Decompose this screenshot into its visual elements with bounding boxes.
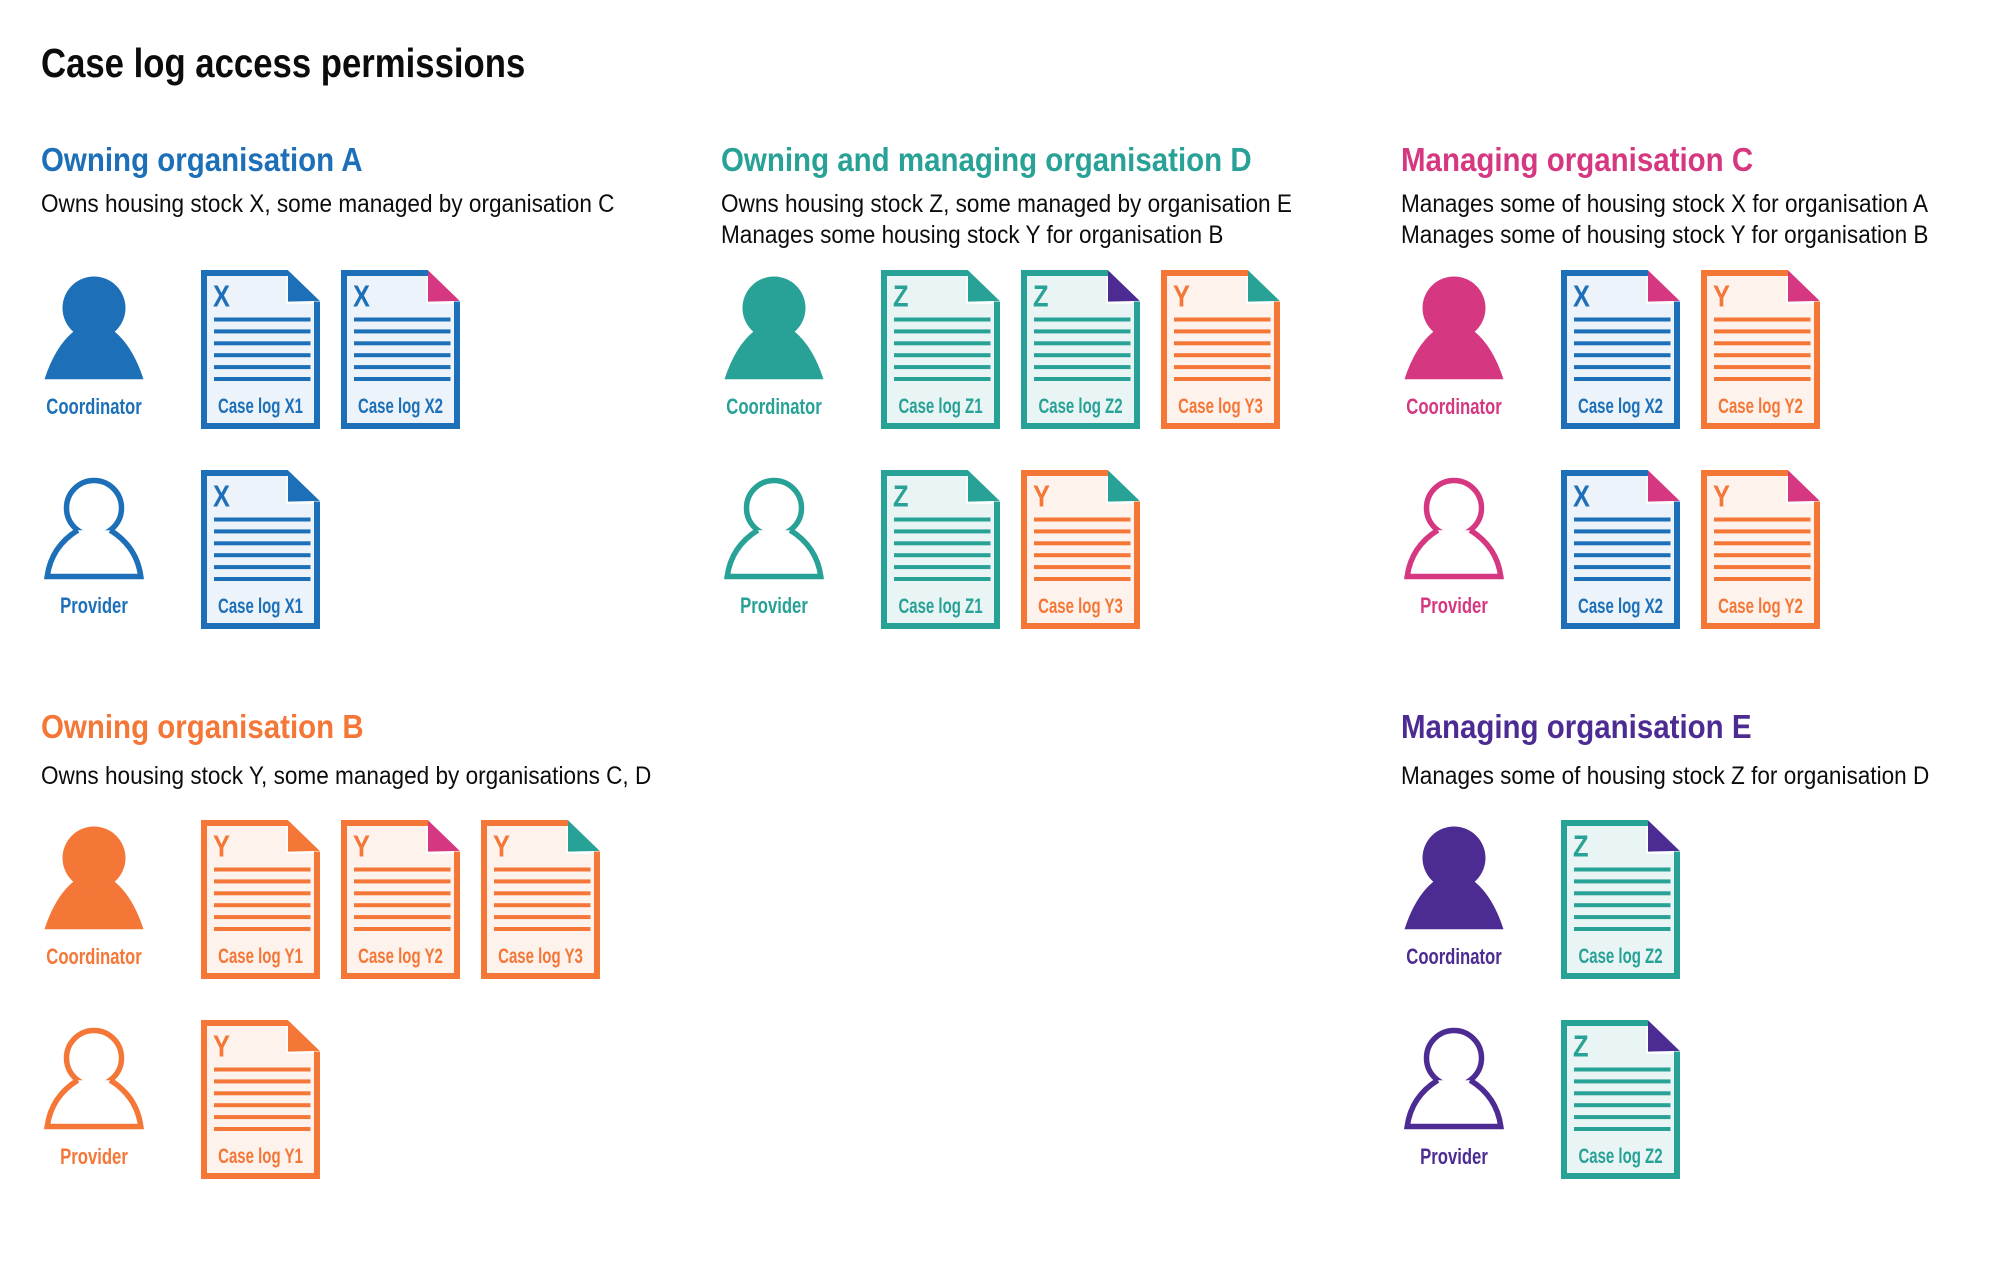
svg-text:Case log X1: Case log X1 [218, 593, 303, 617]
svg-text:Case log Y2: Case log Y2 [1718, 393, 1803, 417]
svg-text:Z: Z [893, 479, 909, 514]
svg-text:Case log Y1: Case log Y1 [218, 944, 303, 968]
svg-text:Case log X1: Case log X1 [218, 393, 303, 417]
svg-text:X: X [213, 279, 230, 314]
svg-text:Case log Y3: Case log Y3 [1038, 593, 1123, 617]
svg-text:X: X [213, 479, 230, 514]
svg-text:Y: Y [1713, 479, 1730, 514]
svg-text:Case log Z2: Case log Z2 [1039, 393, 1123, 417]
svg-text:X: X [353, 279, 370, 314]
svg-text:X: X [1573, 479, 1590, 514]
svg-text:Z: Z [1573, 1029, 1589, 1064]
svg-text:Case log Y2: Case log Y2 [1718, 593, 1803, 617]
svg-text:Case log X2: Case log X2 [1578, 393, 1663, 417]
svg-text:Case log X2: Case log X2 [358, 393, 443, 417]
svg-text:X: X [1573, 279, 1590, 314]
svg-text:Y: Y [1713, 279, 1730, 314]
svg-text:Case log Z1: Case log Z1 [899, 593, 983, 617]
svg-text:Y: Y [213, 830, 230, 865]
svg-text:Y: Y [1173, 279, 1190, 314]
svg-text:Z: Z [1573, 830, 1589, 865]
svg-text:Z: Z [1033, 279, 1049, 314]
svg-text:Y: Y [492, 830, 509, 865]
svg-text:Y: Y [353, 830, 370, 865]
svg-text:Case log Z2: Case log Z2 [1579, 1144, 1663, 1168]
svg-text:Z: Z [893, 279, 909, 314]
svg-text:Case log Z1: Case log Z1 [899, 393, 983, 417]
svg-text:Case log Y3: Case log Y3 [498, 944, 583, 968]
svg-text:Case log Y2: Case log Y2 [358, 944, 443, 968]
svg-text:Y: Y [213, 1029, 230, 1064]
svg-text:Case log Z2: Case log Z2 [1579, 944, 1663, 968]
svg-text:Case log Y3: Case log Y3 [1178, 393, 1263, 417]
svg-text:Y: Y [1033, 479, 1050, 514]
svg-text:Case log Y1: Case log Y1 [218, 1144, 303, 1168]
svg-text:Case log X2: Case log X2 [1578, 593, 1663, 617]
